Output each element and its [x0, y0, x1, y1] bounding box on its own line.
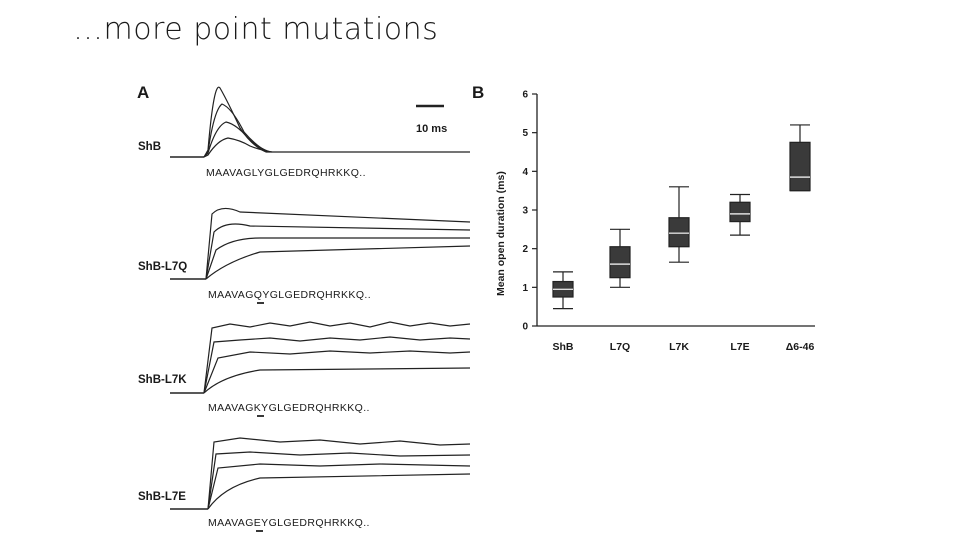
current-trace — [207, 473, 471, 510]
current-trace — [203, 321, 471, 394]
record-label: ShB-L7Q — [138, 261, 187, 273]
current-trace — [207, 463, 471, 510]
slide-title: …more point mutations — [73, 12, 439, 47]
category-label: L7K — [669, 341, 689, 353]
box — [729, 201, 751, 223]
sequence-text: MAAVAGLYGLGEDRQHRKKQ.. — [206, 167, 366, 179]
box — [609, 246, 631, 279]
current-trace — [203, 137, 273, 158]
panel-a: A 10 ms ShB MAAVAGLYGLGEDRQHRKKQ.. ShB-L… — [137, 83, 471, 532]
panel-a-letter: A — [137, 83, 149, 102]
y-axis-label: Mean open duration (ms) — [495, 171, 507, 296]
record-shb-l7q: ShB-L7Q MAAVAGQYGLGEDRQHRKKQ.. — [138, 207, 471, 304]
box-plot: 0 1 2 3 4 5 6 ShB L7Q L7K L7E Δ6-46 — [522, 90, 815, 353]
current-trace — [205, 245, 471, 280]
current-trace — [203, 103, 269, 158]
category-label: L7E — [730, 341, 749, 353]
current-trace — [207, 437, 471, 510]
category-label: ShB — [553, 341, 574, 353]
panel-b: B Mean open duration (ms) 0 1 2 3 4 5 6 ShB L7Q L… — [472, 83, 815, 353]
current-trace — [205, 237, 470, 280]
current-trace — [207, 451, 471, 510]
current-trace — [203, 86, 470, 158]
y-tick-label: 0 — [522, 322, 528, 333]
box — [668, 217, 690, 248]
current-trace — [203, 350, 471, 394]
record-label: ShB-L7E — [138, 491, 186, 503]
y-tick-label: 1 — [522, 283, 528, 294]
record-shb: ShB MAAVAGLYGLGEDRQHRKKQ.. — [138, 86, 470, 179]
current-trace — [205, 207, 471, 280]
y-tick-label: 4 — [522, 167, 528, 178]
current-trace — [205, 223, 471, 280]
current-trace — [203, 336, 471, 394]
record-shb-l7k: ShB-L7K MAAVAGKYGLGEDRQHRKKQ.. — [138, 321, 471, 417]
y-tick-label: 2 — [522, 244, 528, 255]
category-label: L7Q — [610, 341, 630, 353]
current-trace — [203, 121, 271, 158]
y-tick-label: 3 — [522, 206, 528, 217]
y-tick-label: 5 — [522, 128, 528, 139]
record-label: ShB — [138, 141, 161, 153]
y-tick-label: 6 — [522, 90, 528, 101]
box — [789, 141, 811, 192]
scale-bar-label: 10 ms — [416, 123, 447, 135]
panel-b-letter: B — [472, 83, 484, 102]
record-shb-l7e: ShB-L7E MAAVAGEYGLGEDRQHRKKQ.. — [138, 437, 471, 532]
sequence-text: MAAVAGQYGLGEDRQHRKKQ.. — [208, 289, 371, 301]
sequence-text: MAAVAGKYGLGEDRQHRKKQ.. — [208, 402, 370, 414]
record-label: ShB-L7K — [138, 374, 187, 386]
sequence-text: MAAVAGEYGLGEDRQHRKKQ.. — [208, 517, 370, 529]
category-label: Δ6-46 — [786, 341, 815, 353]
current-trace — [203, 367, 471, 394]
